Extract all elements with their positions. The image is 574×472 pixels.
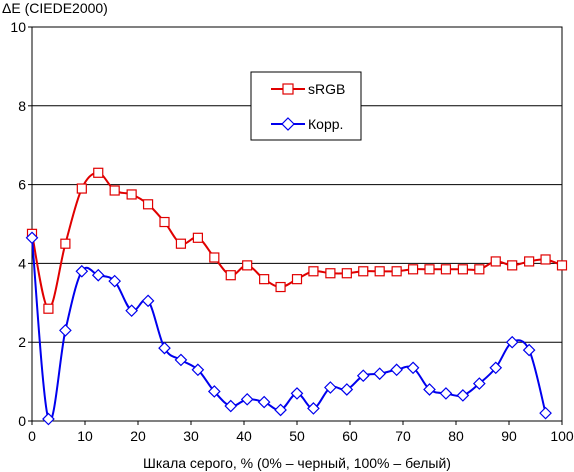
x-tick-label-60: 60 <box>342 428 358 444</box>
y-tick-label-8: 8 <box>18 98 26 114</box>
x-tick-label-70: 70 <box>395 428 411 444</box>
x-tick-label-30: 30 <box>183 428 199 444</box>
point-corr-19 <box>340 383 354 396</box>
series-srgb <box>26 167 568 314</box>
point-srgb-21 <box>374 266 385 277</box>
point-corr-20 <box>356 369 370 383</box>
x-tick-label-100: 100 <box>550 428 574 444</box>
y-tick-label-10: 10 <box>10 19 26 35</box>
point-corr-2 <box>59 324 72 337</box>
point-corr-30 <box>522 343 536 357</box>
series-layer <box>25 167 568 426</box>
point-corr-17 <box>307 402 320 415</box>
point-corr-18 <box>324 381 337 394</box>
point-corr-21 <box>373 367 387 381</box>
point-srgb-18 <box>325 268 336 279</box>
y-tick-label-4: 4 <box>18 255 26 271</box>
legend-marker-srgb <box>282 83 294 95</box>
point-srgb-12 <box>225 270 236 281</box>
point-corr-8 <box>158 341 171 355</box>
point-corr-24 <box>423 383 436 396</box>
point-srgb-2 <box>60 238 71 249</box>
point-corr-14 <box>257 395 271 409</box>
point-srgb-11 <box>209 252 220 263</box>
point-srgb-30 <box>524 256 535 267</box>
point-srgb-20 <box>358 266 369 277</box>
legend-box <box>250 71 362 141</box>
point-srgb-23 <box>407 264 419 275</box>
point-srgb-3 <box>76 183 87 194</box>
x-tick-label-20: 20 <box>130 428 146 444</box>
point-srgb-16 <box>291 274 303 285</box>
point-corr-27 <box>472 377 486 390</box>
point-corr-7 <box>141 294 155 308</box>
point-srgb-5 <box>109 185 120 196</box>
x-tick-label-80: 80 <box>448 428 464 444</box>
y-axis-label: ΔE (CIEDE2000) <box>2 0 108 16</box>
point-srgb-13 <box>242 260 253 271</box>
point-corr-0 <box>25 231 39 245</box>
legend-marker-corr <box>281 117 295 131</box>
point-srgb-4 <box>93 167 104 178</box>
y-tick-label-2: 2 <box>18 334 26 350</box>
point-srgb-26 <box>457 264 468 275</box>
x-tick-label-90: 90 <box>501 428 517 444</box>
point-corr-26 <box>456 389 470 402</box>
point-srgb-31 <box>540 254 551 265</box>
point-corr-25 <box>439 387 453 400</box>
y-tick-label-6: 6 <box>18 177 26 193</box>
point-corr-22 <box>390 363 403 377</box>
point-srgb-28 <box>490 256 501 267</box>
legend-label-srgb: sRGB <box>308 81 345 97</box>
point-corr-12 <box>224 399 238 413</box>
x-tick-label-50: 50 <box>289 428 305 444</box>
point-srgb-1 <box>43 303 54 314</box>
point-corr-11 <box>207 385 221 398</box>
point-srgb-7 <box>142 199 154 210</box>
point-srgb-27 <box>474 264 485 275</box>
point-corr-23 <box>406 361 420 375</box>
point-corr-28 <box>489 361 503 375</box>
point-corr-9 <box>174 353 188 367</box>
x-tick-label-10: 10 <box>77 428 93 444</box>
x-axis-label: Шкала серого, % (0% – черный, 100% – бел… <box>143 455 451 471</box>
point-srgb-8 <box>159 216 170 228</box>
point-srgb-32 <box>556 260 568 271</box>
point-srgb-19 <box>341 268 352 279</box>
point-srgb-6 <box>126 189 137 200</box>
point-srgb-15 <box>275 281 286 293</box>
point-corr-10 <box>191 363 205 377</box>
point-srgb-24 <box>424 264 435 275</box>
y-tick-label-0: 0 <box>18 413 26 429</box>
point-corr-16 <box>290 387 304 400</box>
point-srgb-25 <box>440 264 452 275</box>
point-srgb-14 <box>259 274 270 285</box>
point-corr-13 <box>240 392 254 406</box>
legend: sRGB Корр. <box>250 71 362 141</box>
point-corr-1 <box>42 412 55 426</box>
point-corr-4 <box>91 268 105 282</box>
legend-label-corr: Корр. <box>308 116 343 132</box>
point-srgb-17 <box>308 266 319 277</box>
point-srgb-10 <box>192 232 203 243</box>
point-corr-6 <box>125 304 138 318</box>
x-tick-label-0: 0 <box>28 428 36 444</box>
point-corr-29 <box>505 335 519 349</box>
x-tick-label-40: 40 <box>236 428 252 444</box>
point-srgb-22 <box>391 266 402 277</box>
series-corr <box>25 231 552 426</box>
point-corr-15 <box>274 403 287 417</box>
y-tick-labels: 0 2 4 6 8 10 <box>10 19 26 429</box>
point-corr-5 <box>108 274 122 288</box>
point-srgb-29 <box>507 260 518 271</box>
point-corr-3 <box>75 264 89 278</box>
point-corr-31 <box>539 406 552 420</box>
point-srgb-9 <box>175 238 187 249</box>
x-tick-labels: 0 10 20 30 40 50 60 70 80 90 100 <box>28 428 574 444</box>
